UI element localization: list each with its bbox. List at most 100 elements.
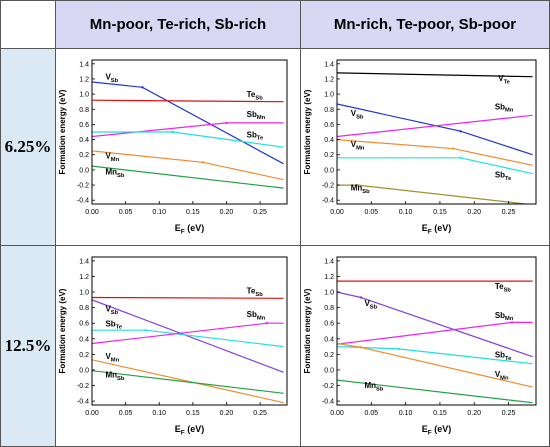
series-label-sb-te: SbTe — [495, 170, 512, 181]
row-label-1: 6.25% — [1, 49, 55, 245]
grid-line — [55, 0, 56, 447]
y-axis-label: Formation energy (eV) — [58, 89, 67, 174]
series-group — [337, 280, 533, 404]
y-tick-label: 0.6 — [79, 122, 89, 129]
y-tick-label: 0.8 — [79, 305, 89, 312]
series-point — [510, 321, 514, 324]
series-line-v-te — [337, 72, 533, 78]
series-label-v-mn: VMn — [105, 352, 119, 363]
series-point — [225, 121, 228, 125]
series-group — [92, 296, 284, 404]
y-tick-label: 1.2 — [324, 76, 334, 83]
y-tick-label: 0.2 — [324, 152, 334, 159]
chart-panel-bottom-right: 0.00 0.05 0.10 0.15 0.20 0.25 -0.4 -0.2 0.0 0.2 0.… — [303, 256, 537, 437]
y-tick-label: -0.4 — [322, 399, 334, 406]
x-tick-label: 0.05 — [119, 209, 133, 216]
y-tick-label: 0.0 — [79, 167, 89, 174]
series-point — [144, 329, 147, 332]
y-tick-label: 0.2 — [79, 152, 89, 159]
x-tick-label: 0.25 — [502, 209, 516, 216]
series-label-v-sb: VSb — [364, 299, 377, 310]
grid-line — [0, 245, 550, 246]
series-label-mn-sb: MnSb — [351, 183, 370, 194]
x-tick-label: 0.20 — [220, 209, 234, 216]
series-line-mn-sb — [92, 370, 284, 394]
series-line-mn-sb — [337, 379, 533, 404]
x-axis-label: EF (eV) — [422, 424, 451, 437]
column-header-1: Mn-poor, Te-rich, Sb-rich — [56, 1, 300, 48]
y-tick-label: -0.2 — [77, 383, 89, 390]
series-label-mn-sb: MnSb — [364, 381, 383, 392]
x-axis-label: EF (eV) — [175, 223, 204, 236]
series-label-sb-te: SbTe — [247, 130, 264, 141]
x-tick-label: 0.00 — [85, 209, 99, 216]
x-tick-label: 0.05 — [364, 410, 378, 417]
x-tick-label: 0.15 — [186, 410, 200, 417]
y-tick-label: 1.4 — [324, 258, 334, 265]
series-point — [459, 130, 462, 133]
y-axis-label: Formation energy (eV) — [303, 288, 312, 373]
y-tick-label: 1.0 — [324, 92, 334, 99]
series-line-sb-mn — [337, 114, 533, 138]
series-label-v-te: VTe — [498, 74, 510, 85]
x-tick-label: 0.15 — [433, 209, 447, 216]
series-point — [201, 161, 205, 164]
series-label-te-sb: TeSb — [247, 90, 264, 101]
series-point — [397, 347, 400, 351]
y-tick-label: 1.2 — [324, 274, 334, 281]
y-tick-label: 1.0 — [324, 290, 334, 297]
y-tick-label: 0.4 — [324, 336, 334, 343]
series-line-v-mn — [92, 359, 284, 404]
series-line-te-sb — [92, 99, 284, 103]
series-label-sb-mn: SbMn — [247, 110, 266, 121]
y-tick-label: -0.2 — [322, 383, 334, 390]
series-label-mn-sb: MnSb — [105, 371, 124, 382]
y-tick-label: 0.6 — [324, 122, 334, 129]
series-label-mn-sb: MnSb — [105, 167, 124, 178]
y-tick-label: 1.0 — [79, 92, 89, 99]
x-tick-label: 0.05 — [364, 209, 378, 216]
row-label-2: 12.5% — [1, 246, 55, 446]
y-tick-label: 0.0 — [79, 367, 89, 374]
y-tick-label: 1.4 — [79, 61, 89, 68]
grid-line — [300, 0, 301, 447]
series-label-te-sb: TeSb — [247, 287, 264, 298]
series-label-v-mn: VMn — [105, 152, 119, 163]
corner-cell — [1, 1, 55, 48]
series-line-sb-mn — [337, 321, 533, 345]
series-label-te-sb: TeSb — [495, 282, 512, 293]
series-label-sb-mn: SbMn — [495, 311, 514, 322]
y-tick-label: 0.0 — [324, 367, 334, 374]
plot-frame — [91, 256, 288, 406]
grid-line — [0, 48, 550, 49]
series-line-v-mn — [337, 139, 533, 166]
y-tick-label: 1.0 — [79, 290, 89, 297]
series-point — [359, 346, 363, 349]
x-tick-label: 0.20 — [220, 410, 234, 417]
y-tick-label: -0.4 — [322, 198, 334, 205]
series-label-sb-mn: SbMn — [495, 102, 514, 113]
series-group — [92, 81, 284, 189]
y-tick-label: 0.8 — [79, 107, 89, 114]
chart-panel-bottom-left: 0.00 0.05 0.10 0.15 0.20 0.25 -0.4 -0.2 0.0 0.2 0.… — [58, 256, 288, 437]
x-tick-label: 0.10 — [152, 209, 166, 216]
x-tick-label: 0.20 — [467, 209, 481, 216]
series-line-v-sb — [92, 299, 284, 373]
y-tick-label: 0.8 — [324, 107, 334, 114]
x-tick-label: 0.10 — [399, 410, 413, 417]
x-axis-label: EF (eV) — [422, 223, 451, 236]
series-point — [265, 322, 269, 325]
plot-frame — [91, 59, 288, 205]
series-point — [141, 86, 144, 89]
y-tick-label: 0.8 — [324, 305, 334, 312]
y-tick-label: 1.4 — [79, 258, 89, 265]
y-tick-label: -0.2 — [77, 183, 89, 190]
x-tick-label: 0.00 — [85, 410, 99, 417]
x-tick-label: 0.00 — [330, 410, 344, 417]
x-tick-label: 0.20 — [467, 410, 481, 417]
chart-panel-top-right: 0.00 0.05 0.10 0.15 0.20 0.25 -0.4 -0.2 0.0 0.2 0.… — [303, 59, 537, 236]
y-tick-label: 0.4 — [79, 336, 89, 343]
y-tick-label: 1.4 — [324, 61, 334, 68]
y-tick-label: -0.4 — [77, 399, 89, 406]
grid-line — [0, 0, 1, 447]
